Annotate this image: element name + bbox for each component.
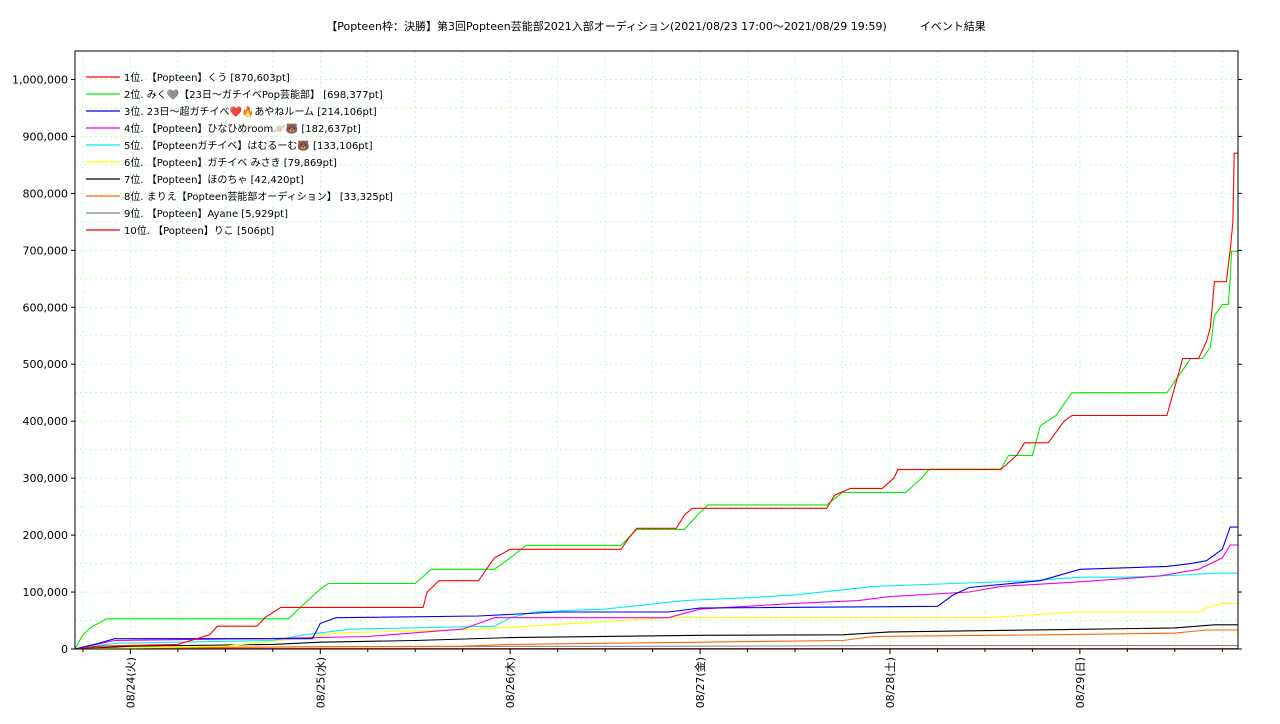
legend-entry: 3位. 23日〜超ガチイベ❤️🔥あやねルーム [214,106pt] — [124, 105, 377, 118]
legend-entry: 4位. 【Popteen】ひなひめroom🪐🐻 [182,637pt] — [124, 122, 361, 135]
y-tick-label: 300,000 — [23, 472, 69, 485]
legend-entry: 6位. 【Popteen】ガチイベ みさき [79,869pt] — [124, 156, 337, 169]
y-tick-label: 600,000 — [23, 301, 69, 314]
y-tick-label: 900,000 — [23, 130, 69, 143]
legend-entry: 7位. 【Popteen】ほのちゃ [42,420pt] — [124, 173, 304, 186]
y-tick-label: 100,000 — [23, 586, 69, 599]
y-tick-label: 800,000 — [23, 187, 69, 200]
y-tick-label: 400,000 — [23, 415, 69, 428]
x-tick-label: 08/29(日) — [1074, 657, 1087, 708]
x-tick-label: 08/24(火) — [124, 657, 137, 708]
legend-entry: 8位. まりえ【Popteen芸能部オーディション】 [33,325pt] — [124, 190, 393, 203]
x-tick-label: 08/27(金) — [693, 657, 707, 708]
series-line-3 — [75, 527, 1238, 649]
y-tick-label: 500,000 — [23, 358, 69, 371]
legend-entry: 5位. 【Popteenガチイベ】はむるーむ🐻 [133,106pt] — [124, 139, 373, 152]
legend-entry: 10位. 【Popteen】りこ [506pt] — [124, 224, 274, 237]
x-tick-label: 08/28(土) — [884, 657, 897, 708]
chart-title: 【Popteen枠：決勝】第3回Popteen芸能部2021入部オーディション(… — [326, 19, 986, 33]
series-line-2 — [75, 251, 1238, 649]
legend-entry: 2位. みく🩶【23日〜ガチイベPop芸能部】 [698,377pt] — [124, 88, 383, 101]
x-tick-label: 08/25(水) — [314, 657, 327, 708]
x-tick-label: 08/26(木) — [504, 657, 517, 708]
y-tick-label: 0 — [61, 643, 68, 656]
y-tick-label: 1,000,000 — [12, 73, 68, 86]
legend-entry: 1位. 【Popteen】くう [870,603pt] — [124, 71, 290, 84]
y-tick-label: 700,000 — [23, 244, 69, 257]
series-line-5 — [75, 573, 1238, 649]
legend-entry: 9位. 【Popteen】Ayane [5,929pt] — [124, 207, 288, 220]
series-line-4 — [75, 545, 1238, 649]
legend: 1位. 【Popteen】くう [870,603pt] 2位. みく🩶【23日〜ガ… — [86, 71, 393, 237]
y-tick-label: 200,000 — [23, 529, 69, 542]
